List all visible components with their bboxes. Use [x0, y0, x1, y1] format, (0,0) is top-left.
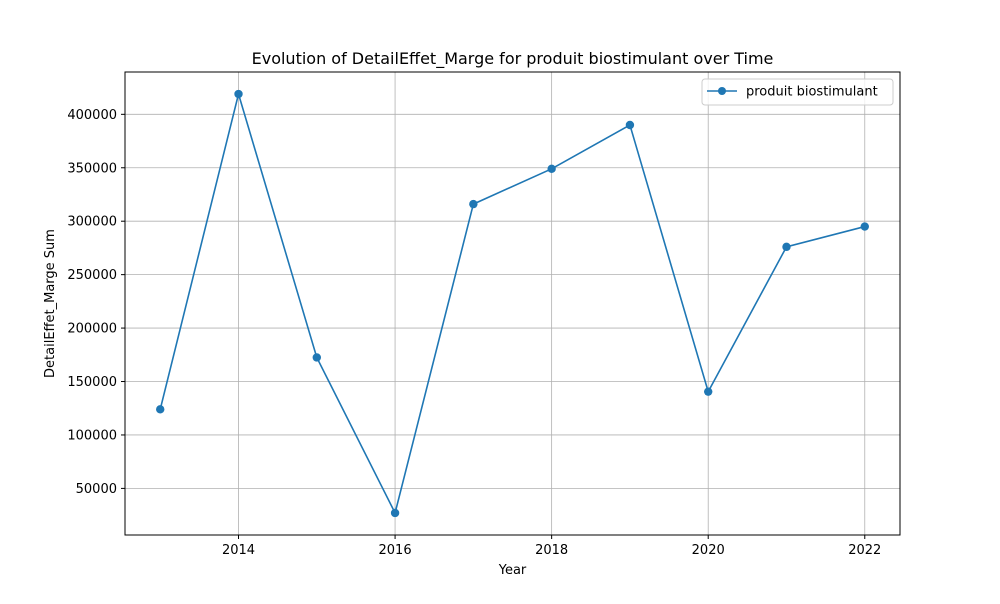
data-point	[704, 387, 713, 396]
data-point	[469, 199, 478, 209]
x-axis-label: Year	[498, 563, 527, 578]
data-point	[390, 508, 400, 518]
legend-box	[701, 78, 894, 106]
data-point	[547, 164, 556, 174]
y-tick-label: 200000	[67, 322, 117, 337]
data-point	[625, 120, 635, 130]
data-point	[312, 353, 321, 362]
y-tick-label: 100000	[67, 428, 117, 443]
y-axis-label: DetailEffet_Marge Sum	[43, 229, 58, 378]
x-tick-label: 2022	[848, 543, 881, 558]
legend-entry-label: produit biostimulant	[746, 85, 878, 100]
legend: produit biostimulant	[701, 78, 894, 106]
series-line	[159, 90, 865, 516]
x-tick-label: 2020	[692, 543, 725, 558]
y-tick-label: 150000	[67, 375, 117, 390]
y-tick-label: 300000	[67, 215, 117, 230]
data-point	[860, 222, 869, 231]
data-point	[156, 405, 165, 414]
data-point	[234, 89, 243, 99]
x-tick-label: 2016	[379, 543, 412, 558]
x-tick-label: 2014	[222, 543, 255, 558]
y-tick-label: 350000	[67, 161, 117, 176]
y-tick-label: 50000	[76, 482, 117, 497]
plot-area-frame	[124, 71, 901, 536]
x-tick-label: 2018	[535, 543, 568, 558]
data-point	[782, 242, 791, 252]
series	[156, 89, 869, 518]
chart-title: Evolution of DetailEffet_Marge for produ…	[252, 49, 774, 69]
y-tick-label: 250000	[67, 268, 117, 283]
axis-ticks: 2014 2016 2018 2020 2022 50000 100000 150000 200…	[67, 108, 881, 558]
y-tick-label: 400000	[67, 108, 117, 123]
legend-marker-swatch	[718, 87, 726, 95]
